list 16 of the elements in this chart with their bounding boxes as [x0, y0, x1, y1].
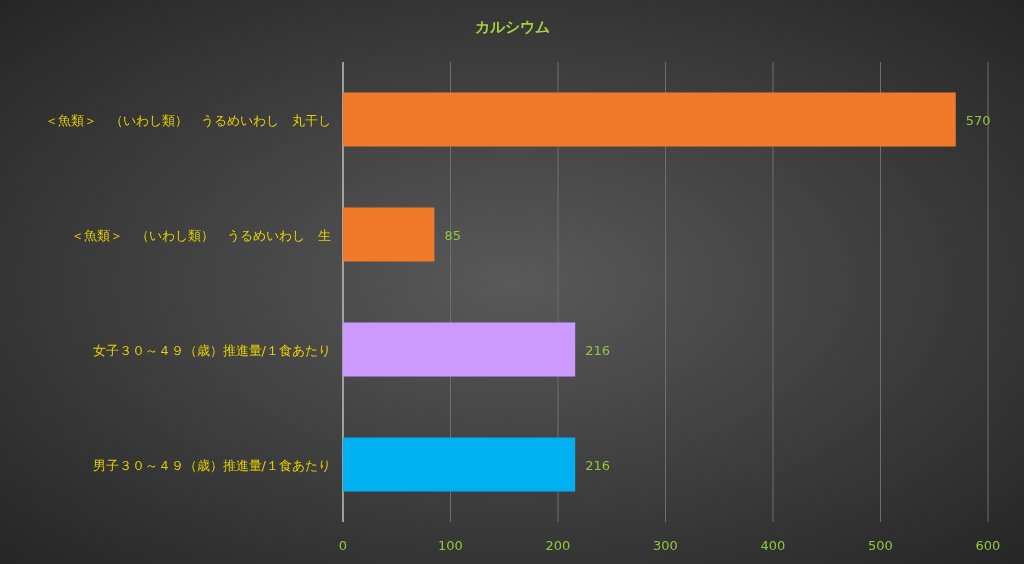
x-tick-label: 500 [868, 538, 893, 553]
y-tick-label: ＜魚類＞ （いわし類） うるめいわし 生 [71, 227, 331, 243]
data-label: 85 [444, 227, 461, 243]
y-tick-label: ＜魚類＞ （いわし類） うるめいわし 丸干し [45, 112, 331, 128]
x-tick-label: 600 [975, 538, 1001, 553]
data-label: 570 [965, 112, 991, 128]
y-tick-label: 男子３０～４９（歳）推進量/１食あたり [92, 457, 331, 473]
chart-title: カルシウム [474, 18, 550, 36]
data-label: 216 [585, 457, 611, 473]
data-label: 216 [585, 342, 611, 358]
x-tick-label: 0 [338, 538, 348, 553]
x-tick-label: 300 [653, 538, 678, 553]
x-tick-label: 100 [438, 538, 463, 553]
x-tick-label: 200 [545, 538, 571, 553]
y-tick-label: 女子３０～４９（歳）推進量/１食あたり [92, 342, 331, 358]
x-tick-label: 400 [760, 538, 786, 553]
